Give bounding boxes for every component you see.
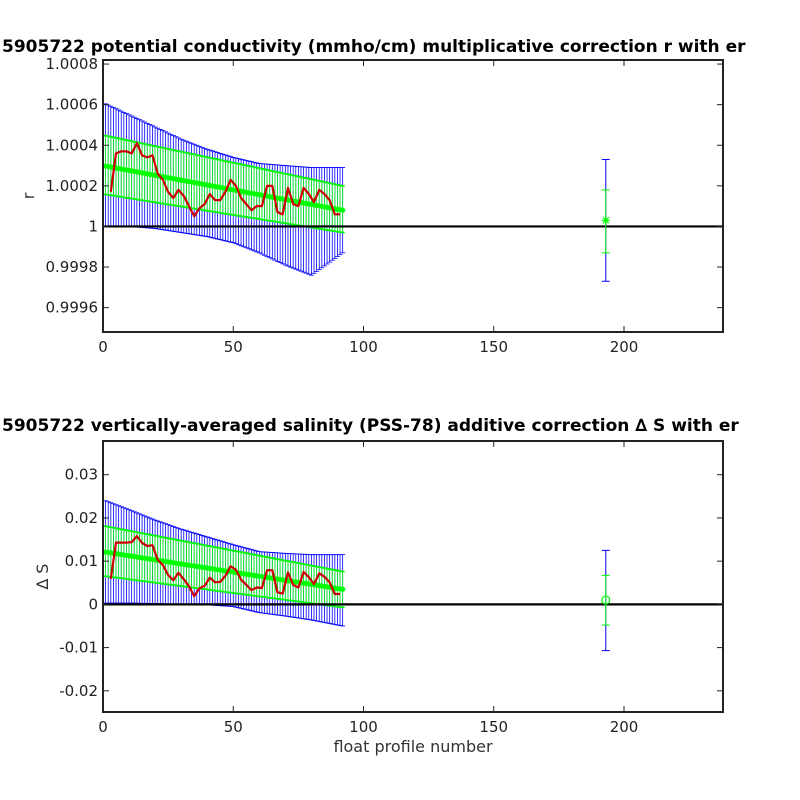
chart-title: 5905722 potential conductivity (mmho/cm)…: [2, 37, 746, 57]
y-tick-label: -0.01: [59, 639, 98, 657]
y-tick-label: 1.0004: [46, 136, 99, 154]
x-tick-label: 50: [224, 718, 243, 736]
x-axis-label: float profile number: [333, 737, 493, 756]
plot-area: [103, 103, 723, 282]
x-tick-label: 200: [610, 718, 639, 736]
green-fit-marker: [340, 586, 346, 592]
plot-area: [103, 500, 723, 652]
y-tick-label: -0.02: [59, 682, 98, 700]
x-tick-label: 100: [349, 718, 378, 736]
y-tick-label: 0.02: [65, 509, 98, 527]
x-tick-label: 150: [479, 338, 508, 356]
isolated-green-marker-stroke: [602, 216, 610, 224]
y-axis-label: ∆ S: [33, 564, 52, 591]
isolated-green-marker: [601, 216, 610, 225]
bottom-panel-salinity-correction: 0 50 100 150 200 -0.02 -0.01 0 0.01 0.02 0.03 59057…: [2, 416, 739, 756]
y-tick-label: 1.0008: [46, 55, 99, 73]
y-tick-label: 0.9996: [46, 299, 99, 317]
chart-title: 5905722 vertically-averaged salinity (PS…: [2, 416, 739, 436]
x-tick-label: 0: [98, 338, 108, 356]
green-fit-marker: [340, 207, 346, 213]
top-panel-r-correction: 0 50 100 150 200 0.9996 0.9998 1 1.0002 1.0004 1.0…: [2, 37, 746, 356]
x-tick-label: 150: [479, 718, 508, 736]
y-tick-label: 0.03: [65, 466, 98, 484]
y-tick-label: 0.01: [65, 552, 98, 570]
axes-frame: [102, 440, 724, 713]
x-tick-label: 100: [349, 338, 378, 356]
y-axis-label: r: [19, 192, 38, 199]
x-tick-label: 50: [224, 338, 243, 356]
y-tick-label: 0.9998: [46, 258, 99, 276]
x-tick-label: 0: [98, 718, 108, 736]
y-tick-label: 1.0002: [46, 177, 99, 195]
red-measured-line: [109, 534, 341, 598]
axes-frame: [102, 59, 724, 333]
red-measured-line: [109, 142, 341, 218]
x-tick-label: 200: [610, 338, 639, 356]
y-tick-label: 0: [88, 595, 98, 613]
y-tick-label: 1.0006: [46, 96, 99, 114]
isolated-green-marker: [601, 595, 611, 605]
y-tick-label: 1: [88, 217, 98, 235]
